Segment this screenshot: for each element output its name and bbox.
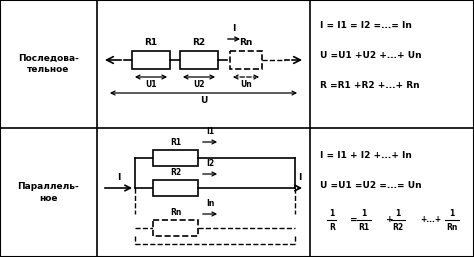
Text: R1: R1 [358,223,370,232]
Text: Rn: Rn [239,38,253,47]
Bar [153,150,198,166]
Text: U2: U2 [193,80,205,89]
Bar [153,180,198,196]
Text: I: I [117,173,120,182]
Bar [180,51,218,69]
Text: I = I1 = I2 =...= In: I = I1 = I2 =...= In [320,21,412,30]
Text: R1: R1 [145,38,157,47]
Text: I1: I1 [206,127,214,136]
Text: U =U1 =U2 =...= Un: U =U1 =U2 =...= Un [320,181,422,190]
Text: U =U1 +U2 +...+ Un: U =U1 +U2 +...+ Un [320,50,422,60]
Text: 1: 1 [395,208,401,217]
Text: Un: Un [240,80,252,89]
Text: U1: U1 [145,80,157,89]
Text: 1: 1 [361,208,366,217]
Text: Последова-
тельное: Последова- тельное [18,54,79,74]
Bar [132,51,170,69]
Text: R2: R2 [170,168,181,177]
Text: +: + [386,216,393,225]
Text: R: R [329,223,335,232]
Text: 1: 1 [449,208,455,217]
Text: R =R1 +R2 +...+ Rn: R =R1 +R2 +...+ Rn [320,80,419,89]
Text: I2: I2 [206,159,214,168]
Bar [230,51,262,69]
Text: In: In [206,199,214,208]
Text: R1: R1 [170,138,181,147]
Text: R2: R2 [392,223,403,232]
Text: +...+: +...+ [420,216,441,225]
Text: R2: R2 [192,38,206,47]
Text: 1: 1 [329,208,335,217]
Text: I: I [232,24,236,33]
Text: =: = [350,216,357,225]
Text: I: I [298,173,301,182]
Text: U: U [200,96,207,105]
Bar [153,220,198,236]
Text: I = I1 + I2 +...+ In: I = I1 + I2 +...+ In [320,151,412,161]
Text: Rn: Rn [447,223,458,232]
Text: Rn: Rn [170,208,181,217]
Text: Параллель-
ное: Параллель- ное [18,182,79,203]
